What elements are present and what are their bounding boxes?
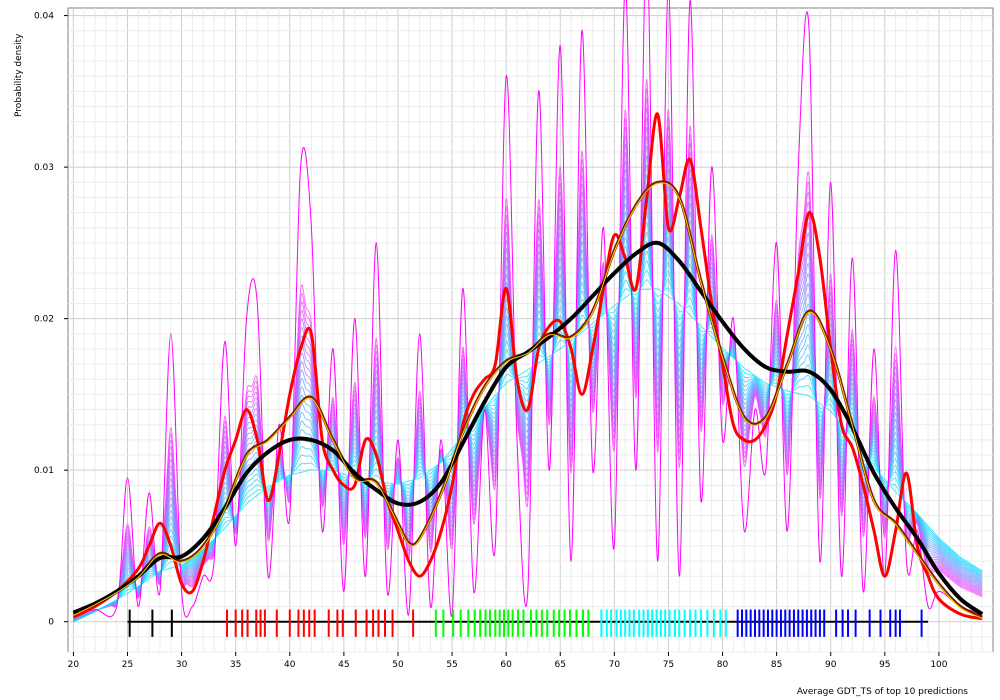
bandwidth-curve	[73, 222, 983, 622]
series-highlight	[73, 182, 983, 619]
y-axis-title: Probability density	[14, 33, 24, 117]
x-tick-label: 95	[879, 660, 890, 670]
x-tick-label: 90	[825, 660, 837, 670]
x-axis-ticks: 20 25 30 35 40 45 50 55 60 65 70 75 80 85 90 95 100	[68, 652, 948, 670]
bandwidth-curve	[73, 288, 983, 623]
x-tick-label: 30	[176, 660, 188, 670]
density-series	[72, 0, 984, 621]
x-tick-label: 100	[930, 660, 947, 670]
y-tick-label: 0.01	[34, 466, 54, 476]
x-tick-label: 25	[122, 660, 133, 670]
x-tick-label: 75	[663, 660, 674, 670]
series-line-0	[73, 0, 983, 618]
y-tick-label: 0.02	[34, 315, 54, 325]
x-tick-label: 35	[230, 660, 241, 670]
x-tick-label: 20	[68, 660, 80, 670]
bandwidth-curve	[73, 269, 983, 622]
y-tick-label: 0.03	[34, 163, 54, 173]
x-tick-label: 85	[771, 660, 782, 670]
series-line-3	[72, 240, 984, 616]
plot-background	[67, 7, 994, 653]
x-axis-title: Average GDT_TS of top 10 predictions	[797, 687, 968, 697]
x-tick-label: 40	[284, 660, 296, 670]
y-tick-label: 0	[48, 618, 54, 628]
x-tick-label: 80	[717, 660, 729, 670]
x-tick-label: 50	[392, 660, 404, 670]
data-rug	[127, 609, 929, 637]
bandwidth-curve	[73, 279, 983, 623]
x-tick-label: 60	[500, 660, 512, 670]
x-tick-label: 55	[446, 660, 457, 670]
x-tick-label: 65	[555, 660, 566, 670]
y-tick-label: 0.04	[34, 12, 54, 22]
x-tick-label: 45	[338, 660, 349, 670]
bandwidth-curve	[73, 241, 983, 622]
x-tick-label: 70	[609, 660, 621, 670]
y-axis-ticks: 0 0.01 0.02 0.03 0.04	[34, 12, 68, 628]
series-line-1	[72, 112, 983, 621]
